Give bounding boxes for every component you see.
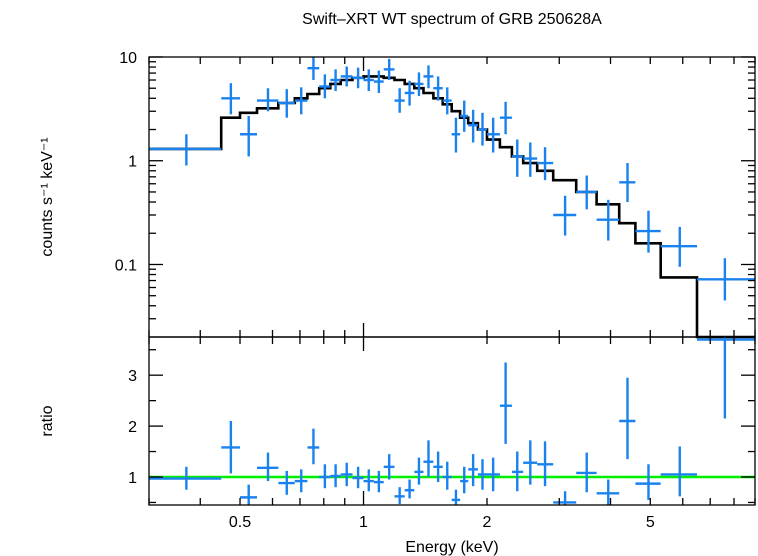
- ratio-data-point: [537, 441, 554, 487]
- ratio-data-point: [307, 428, 320, 465]
- spectrum-data-point: [511, 139, 524, 177]
- spectrum-data-point: [340, 66, 353, 87]
- ratio-axes: 0.5 1 2 5 1 2 3: [128, 337, 756, 531]
- ratio-data-point: [442, 461, 452, 490]
- ratio-data-point: [383, 454, 395, 480]
- spectrum-data-point: [394, 88, 405, 113]
- ratio-data-point: [433, 451, 443, 483]
- spectrum-data-point: [278, 89, 295, 118]
- spectrum-data-point: [596, 199, 620, 241]
- spectrum-data-point: [240, 115, 257, 157]
- spectrum-data-point: [553, 195, 577, 236]
- ratio-y-axis-label: ratio: [39, 405, 56, 436]
- spectrum-data-point: [660, 226, 698, 267]
- ratio-data-point: [553, 491, 577, 505]
- ratio-data-point: [240, 484, 257, 505]
- ratio-data-point: [294, 469, 308, 493]
- spectrum-y-tick-label: 10: [119, 50, 137, 67]
- ratio-y-tick-label: 2: [128, 419, 137, 436]
- spectrum-data-point: [433, 76, 443, 101]
- spectrum-data-point: [149, 134, 222, 166]
- ratio-data-point: [523, 440, 538, 485]
- ratio-data-point: [319, 464, 331, 489]
- spectrum-data-point: [635, 210, 661, 253]
- ratio-data-point: [460, 466, 469, 494]
- ratio-data-point: [340, 462, 353, 487]
- ratio-y-tick-label: 3: [128, 368, 137, 385]
- ratio-data-point: [576, 452, 597, 493]
- spectrum-data-point: [468, 109, 478, 143]
- ratio-data-point: [221, 421, 241, 474]
- spectrum-data-point: [330, 69, 341, 92]
- ratio-data-point: [363, 469, 374, 492]
- x-tick-label: 5: [646, 514, 655, 531]
- ratio-data-point: [451, 489, 461, 505]
- spectrum-axes: 0.1 1 10: [115, 50, 756, 337]
- ratio-panel-frame: [148, 336, 756, 506]
- spectrum-y-axis-label: counts s⁻¹ keV⁻¹: [39, 137, 56, 256]
- spectrum-data-point: [319, 74, 331, 99]
- spectrum-y-tick-label: 1: [128, 154, 137, 171]
- ratio-data-point: [414, 457, 424, 485]
- spectrum-data-point: [499, 101, 512, 135]
- ratio-data-point: [477, 459, 488, 490]
- x-tick-label: 2: [483, 514, 492, 531]
- spectrum-data-point: [256, 88, 279, 112]
- ratio-data-point: [635, 464, 661, 500]
- ratio-data-points: [149, 337, 755, 505]
- spectrum-model-line: [149, 75, 755, 339]
- ratio-data-point: [499, 362, 512, 444]
- ratio-data-point: [697, 337, 755, 419]
- ratio-data-point: [149, 466, 222, 490]
- ratio-data-point: [394, 487, 405, 504]
- model-step-path: [149, 75, 755, 339]
- ratio-y-tick-label: 1: [128, 470, 137, 487]
- ratio-data-point: [511, 451, 524, 492]
- spectrum-data-point: [442, 87, 452, 115]
- spectrum-data-point: [537, 147, 554, 181]
- chart-title: Swift–XRT WT spectrum of GRB 250628A: [302, 11, 602, 28]
- spectrum-data-point: [221, 83, 241, 115]
- x-tick-label: 0.5: [229, 514, 251, 531]
- ratio-data-point: [404, 479, 415, 499]
- ratio-panel: 0.5 1 2 5 1 2 3 ratio: [39, 336, 756, 531]
- spectrum-data-point: [523, 142, 538, 177]
- spectrum-data-point: [619, 163, 636, 203]
- ratio-data-point: [278, 470, 295, 495]
- ratio-data-point: [619, 377, 636, 460]
- x-axis-label: Energy (keV): [405, 539, 498, 556]
- spectrum-data-point: [404, 80, 415, 106]
- ratio-data-point: [660, 446, 698, 497]
- spectrum-data-point: [423, 65, 434, 89]
- x-tick-label: 1: [359, 514, 368, 531]
- ratio-data-point: [596, 479, 620, 505]
- spectrum-data-point: [460, 100, 469, 132]
- spectrum-data-point: [414, 72, 424, 97]
- spectrum-panel: 0.1 1 10 counts s⁻¹ keV⁻¹: [39, 50, 756, 339]
- spectrum-data-point: [307, 57, 320, 81]
- spectrum-y-tick-label: 0.1: [115, 257, 137, 274]
- spectrum-data-point: [363, 69, 374, 92]
- spectrum-data-points: [149, 57, 755, 301]
- spectrum-data-point: [576, 175, 597, 210]
- ratio-data-point: [256, 452, 279, 482]
- spectrum-data-point: [383, 58, 395, 81]
- ratio-data-point: [373, 470, 384, 493]
- ratio-data-point: [423, 440, 434, 477]
- ratio-data-point: [487, 457, 500, 492]
- spectrum-data-point: [697, 258, 755, 301]
- spectrum-data-point: [352, 67, 364, 89]
- spectrum-data-point: [373, 70, 384, 93]
- spectrum-data-point: [477, 112, 488, 146]
- ratio-data-point: [330, 464, 341, 488]
- spectrum-data-point: [451, 117, 461, 153]
- spectrum-data-point: [294, 87, 308, 115]
- ratio-data-point: [468, 454, 478, 487]
- ratio-data-point: [352, 466, 364, 489]
- spectrum-data-point: [487, 117, 500, 153]
